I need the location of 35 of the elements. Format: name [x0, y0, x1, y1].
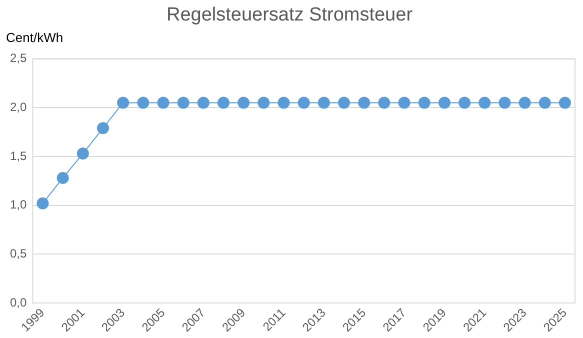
- y-tick-label: 2,0: [10, 100, 27, 114]
- point: [418, 96, 430, 109]
- y-tick-label: 1,5: [10, 148, 27, 163]
- point: [318, 96, 330, 109]
- point: [458, 96, 471, 109]
- point: [238, 96, 250, 109]
- point: [76, 148, 89, 160]
- y-tick-label: 1,0: [10, 198, 27, 212]
- point: [558, 96, 571, 109]
- point: [56, 172, 69, 184]
- point: [378, 96, 390, 109]
- point: [177, 96, 190, 109]
- point: [197, 96, 210, 109]
- chart-title: Regelsteuersatz Stromsteuer: [166, 4, 414, 26]
- point: [518, 96, 531, 109]
- point: [137, 96, 150, 109]
- point: [498, 96, 511, 109]
- point: [258, 96, 270, 109]
- point: [338, 96, 350, 109]
- point: [117, 96, 130, 109]
- y-tick-label: 0,0: [10, 295, 27, 310]
- point: [398, 96, 410, 109]
- point: [438, 96, 450, 109]
- point: [218, 96, 230, 109]
- y-tick-label: 2,5: [10, 51, 27, 66]
- point: [478, 96, 491, 109]
- point: [36, 197, 49, 210]
- y-axis-title: Cent/kWh: [6, 30, 64, 45]
- y-tick-label: 0,5: [10, 246, 27, 260]
- point: [358, 96, 370, 109]
- point: [157, 96, 170, 109]
- point: [278, 96, 290, 109]
- point: [96, 122, 109, 134]
- point: [298, 96, 310, 109]
- point: [538, 96, 551, 109]
